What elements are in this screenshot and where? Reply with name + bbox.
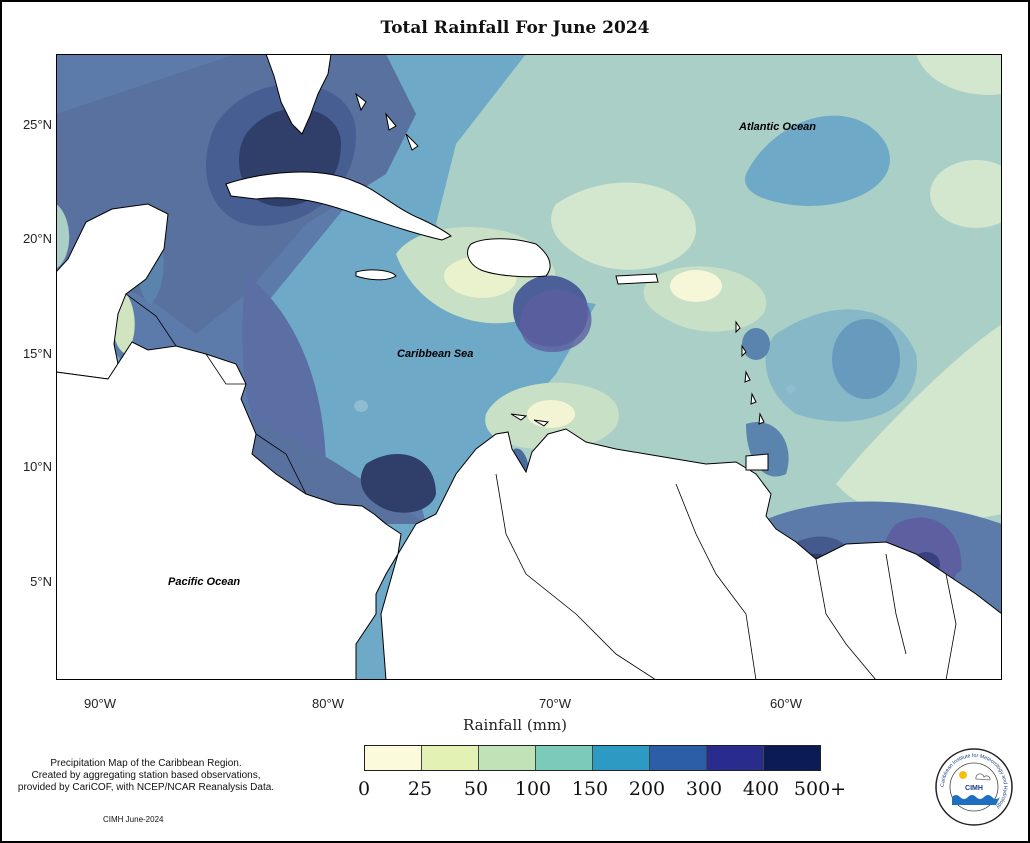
lon-tick-60w: 60°W: [770, 696, 802, 711]
atlantic-ocean-label: Atlantic Ocean: [738, 121, 816, 133]
legend-swatch: [593, 746, 650, 770]
lat-tick-5n: 5°N: [30, 574, 52, 589]
land-outlines: [56, 54, 1002, 680]
cimh-logo: Caribbean Institute for Meteorology and …: [935, 748, 1013, 826]
lon-tick-80w: 80°W: [312, 696, 344, 711]
sun-icon: [959, 771, 967, 779]
map-title: Total Rainfall For June 2024: [380, 18, 650, 38]
rainfall-map: Atlantic Ocean Caribbean Sea Pacific Oce…: [56, 54, 1002, 680]
legend-tick: 500+: [793, 778, 847, 800]
wave-icon: [952, 795, 1000, 805]
legend-tick: 50: [463, 778, 489, 800]
country-borders: [125, 293, 957, 680]
lon-tick-70w: 70°W: [539, 696, 571, 711]
cloud-icon: [975, 773, 991, 781]
lat-tick-10n: 10°N: [22, 459, 52, 474]
legend-tick: 200: [628, 778, 666, 800]
lat-tick-25n: 25°N: [22, 117, 52, 132]
legend-title: Rainfall (mm): [462, 716, 568, 734]
pacific-ocean-label: Pacific Ocean: [168, 576, 240, 588]
logo-name: CIMH: [965, 785, 983, 792]
legend-colorbar: [364, 745, 821, 771]
legend-swatch: [764, 746, 820, 770]
legend-tick: 25: [407, 778, 433, 800]
caribbean-sea-label: Caribbean Sea: [397, 348, 473, 360]
legend-swatch: [422, 746, 479, 770]
legend-swatch: [536, 746, 593, 770]
map-caption: Precipitation Map of the Caribbean Regio…: [6, 758, 286, 794]
lon-tick-90w: 90°W: [84, 696, 116, 711]
legend-tick: 150: [571, 778, 609, 800]
legend-swatch: [707, 746, 764, 770]
legend-tick: 0: [357, 778, 371, 800]
lat-tick-15n: 15°N: [22, 346, 52, 361]
lat-tick-20n: 20°N: [22, 231, 52, 246]
legend-swatch: [479, 746, 536, 770]
caption-line: provided by CariCOF, with NCEP/NCAR Rean…: [17, 782, 275, 793]
legend-tick: 400: [742, 778, 780, 800]
caption-line: Created by aggregating station based obs…: [31, 770, 261, 781]
legend-swatch: [650, 746, 707, 770]
legend-swatch: [365, 746, 422, 770]
legend-tick: 300: [685, 778, 723, 800]
credit-text: CIMH June-2024: [103, 815, 164, 824]
caption-line: Precipitation Map of the Caribbean Regio…: [50, 758, 242, 769]
legend-tick: 100: [514, 778, 552, 800]
